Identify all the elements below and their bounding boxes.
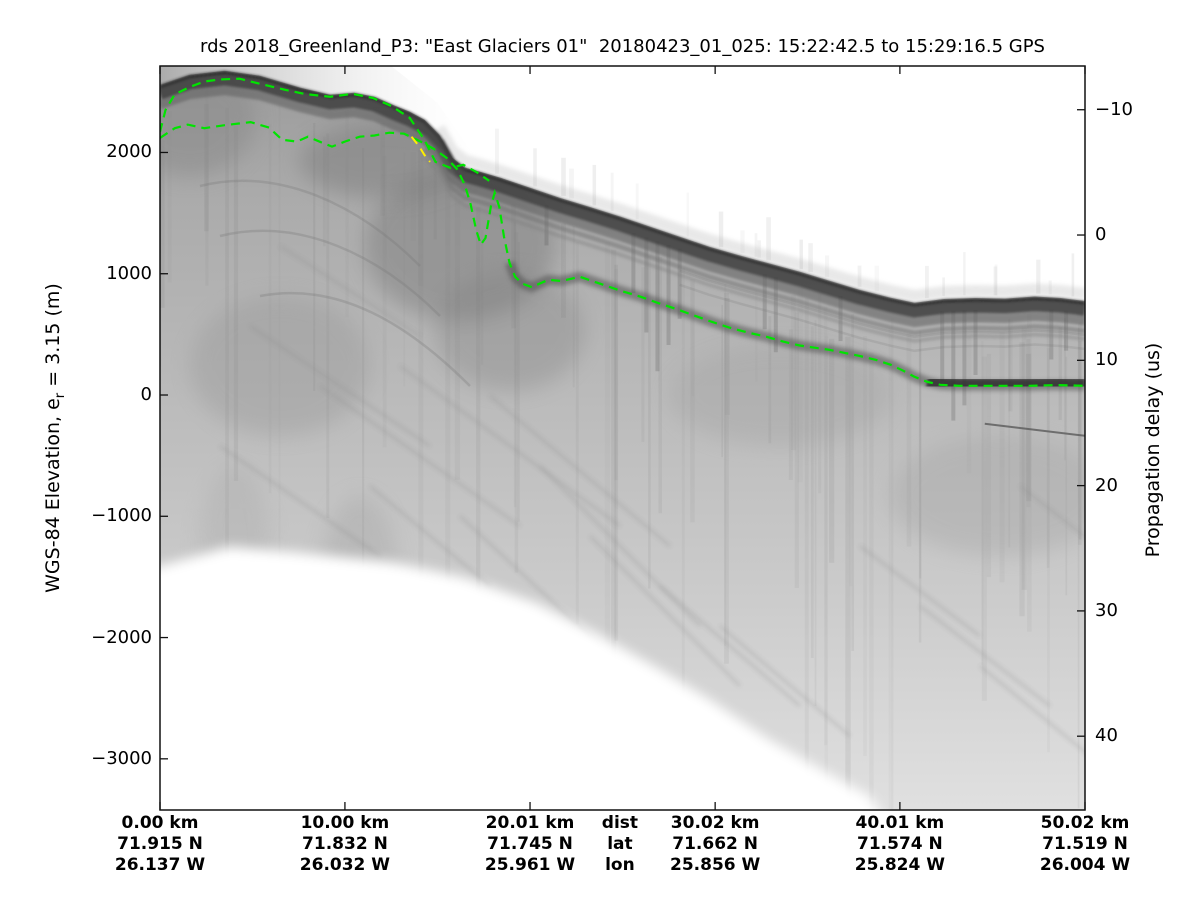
delay-tick-label: −10 bbox=[1095, 98, 1133, 120]
elevation-tick-label: 1000 bbox=[106, 262, 152, 284]
distance-column-lon: 26.004 W bbox=[1039, 855, 1131, 875]
ice-surface-band bbox=[160, 70, 1085, 343]
distance-column-km: 0.00 km bbox=[121, 813, 199, 833]
distance-column-lat: 71.662 N bbox=[672, 834, 759, 854]
distance-column-lat: 71.574 N bbox=[857, 834, 943, 854]
delay-tick-label: 40 bbox=[1095, 725, 1118, 747]
distance-column-km: 50.02 km bbox=[1040, 813, 1130, 833]
elevation-tick-label: −2000 bbox=[91, 626, 152, 648]
elevation-tick-label: −1000 bbox=[91, 505, 152, 527]
distance-column-lat: 71.915 N bbox=[117, 834, 203, 854]
delay-tick-label: 10 bbox=[1095, 349, 1118, 371]
above-surface-haze bbox=[160, 66, 480, 172]
distance-column-lon: 25.856 W bbox=[670, 855, 761, 875]
axis-ticks bbox=[159, 66, 1086, 810]
distance-column-km: 10.00 km bbox=[300, 813, 390, 833]
delay-tick-label: 20 bbox=[1095, 474, 1118, 496]
distance-column-lat: 71.832 N bbox=[302, 834, 388, 854]
echo-fade-boundary bbox=[160, 546, 879, 810]
echogram-plot-area bbox=[160, 66, 1085, 810]
distance-column-lon: 25.961 W bbox=[484, 855, 576, 875]
echogram-canvas bbox=[160, 66, 1085, 810]
distance-column-lon: 25.824 W bbox=[854, 855, 946, 875]
elevation-tick-label: 0 bbox=[140, 384, 152, 405]
distance-column-km: 20.01 km bbox=[485, 813, 575, 833]
distance-column-km: 30.02 km bbox=[670, 813, 760, 833]
delay-tick-label: 30 bbox=[1095, 599, 1118, 621]
elevation-tick-label: 2000 bbox=[106, 141, 152, 163]
distance-column-lat: 71.745 N bbox=[487, 834, 573, 854]
distance-column-lat: 71.519 N bbox=[1042, 834, 1128, 854]
distance-column-lon: 26.137 W bbox=[114, 855, 206, 875]
axis-key-dist: dist bbox=[601, 813, 639, 833]
distance-column-lon: 26.032 W bbox=[299, 855, 391, 875]
axis-key-lon: lon bbox=[605, 855, 635, 875]
elevation-tick-label: −3000 bbox=[91, 747, 152, 769]
surface-pick-line bbox=[160, 77, 490, 182]
figure-title: rds 2018_Greenland_P3: "East Glaciers 01… bbox=[200, 36, 1045, 57]
distance-column-km: 40.01 km bbox=[855, 813, 945, 833]
axis-key-lat: lat bbox=[607, 834, 633, 854]
plot-border bbox=[159, 65, 1086, 811]
alternate-pick-line bbox=[410, 136, 431, 163]
delay-tick-label: 0 bbox=[1095, 224, 1107, 246]
